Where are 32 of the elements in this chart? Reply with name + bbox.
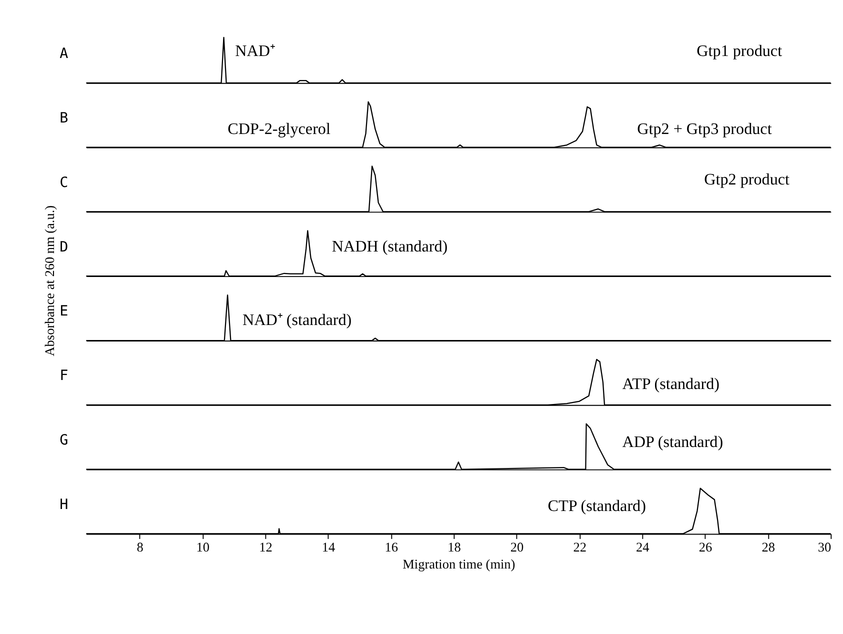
annotation: NAD⁺ (standard) xyxy=(242,312,352,329)
x-tick-label: 24 xyxy=(636,539,650,554)
y-axis-title: Absorbance at 260 nm (a.u.) xyxy=(42,205,57,356)
text: E xyxy=(60,304,68,320)
x-tick-label: 14 xyxy=(322,539,336,554)
annotation: ATP (standard) xyxy=(622,376,720,394)
text: D xyxy=(60,239,68,256)
text: G xyxy=(60,432,68,449)
text: F xyxy=(60,368,68,384)
annotation: Gtp1 product xyxy=(696,42,783,60)
annotation: Gtp2 + Gtp3 product xyxy=(637,120,772,138)
x-tick-label: 12 xyxy=(259,539,272,554)
x-tick-label: 26 xyxy=(698,539,713,554)
x-tick-label: 28 xyxy=(762,539,776,554)
x-tick-label: 8 xyxy=(136,539,144,554)
text: B xyxy=(60,110,68,126)
annotation: NADH (standard) xyxy=(332,238,448,256)
annotation: ADP (standard) xyxy=(622,434,724,451)
annotation: CDP-2-glycerol xyxy=(228,120,331,138)
text: H xyxy=(60,496,68,513)
text: A xyxy=(60,46,69,62)
x-axis-title: Migration time (min) xyxy=(402,556,516,572)
x-tick-label: 30 xyxy=(818,539,832,554)
x-tick-label: 10 xyxy=(196,539,210,554)
x-tick-label: 16 xyxy=(384,539,398,554)
x-tick-label: 20 xyxy=(510,539,524,554)
annotation: Gtp2 product xyxy=(704,172,790,189)
x-tick-label: 22 xyxy=(573,539,586,554)
annotation: CTP (standard) xyxy=(548,498,646,516)
annotation: NAD⁺ xyxy=(235,42,275,60)
text: C xyxy=(60,174,68,191)
x-tick-label: 18 xyxy=(448,539,462,554)
